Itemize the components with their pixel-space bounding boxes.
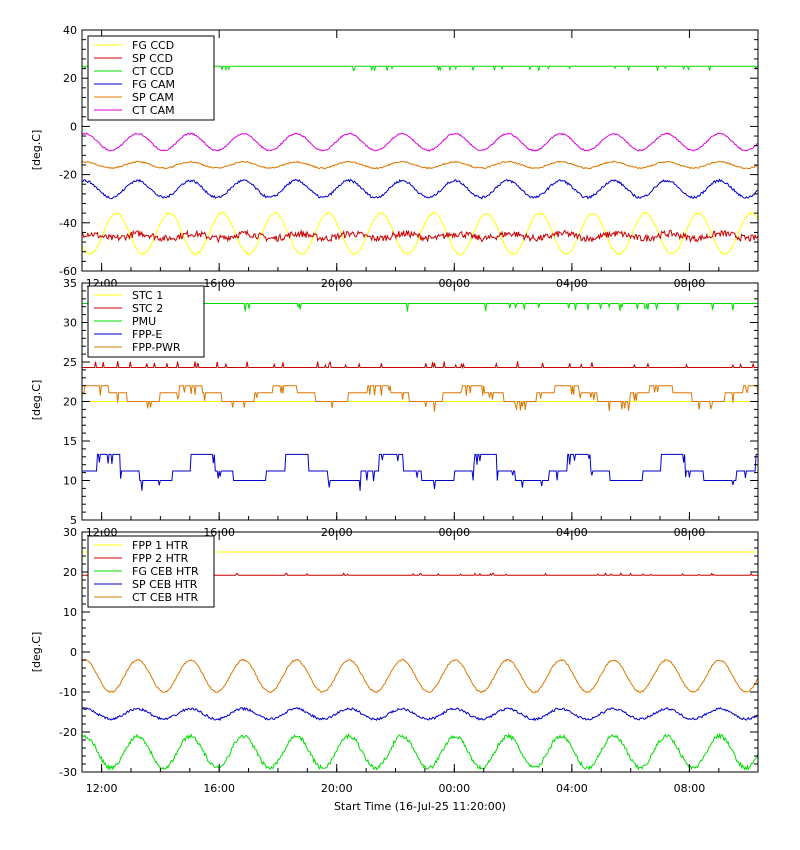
panel-heaters: -30 -20 -10 0 10 20 30 12:00 16:00 20:00 00:00 04:0… — [30, 526, 759, 795]
x-tick-label: 16:00 — [203, 782, 235, 795]
y-tick-label: -20 — [59, 169, 77, 182]
y-tick-label: 20 — [63, 396, 77, 409]
series-line-3 — [81, 732, 759, 772]
series-line-4 — [81, 706, 759, 722]
x-tick-label: 20:00 — [321, 782, 353, 795]
y-tick-label: 20 — [63, 566, 77, 579]
legend-label: CT CAM — [132, 104, 175, 117]
legend-label: SP CEB HTR — [132, 578, 198, 591]
panel1-frame — [81, 29, 759, 272]
y-tick-label: -60 — [59, 265, 77, 278]
x-tick-label: 00:00 — [438, 782, 470, 795]
y-tick-label: 30 — [63, 526, 77, 539]
legend-box — [87, 35, 215, 121]
y-tick-label: 10 — [63, 475, 77, 488]
legend-label: STC 2 — [132, 302, 163, 315]
series-line-5 — [82, 385, 759, 412]
y-tick-label: 35 — [63, 277, 77, 290]
x-tick-label: 04:00 — [556, 782, 588, 795]
x-axis-title: Start Time (16-Jul-25 11:20:00) — [334, 800, 506, 813]
y-tick-label: -20 — [59, 726, 77, 739]
panel3-axes: -30 -20 -10 0 10 20 30 12:00 16:00 20:00 00:00 04:0… — [59, 526, 758, 795]
panel3-ylabel: [deg.C] — [30, 632, 43, 673]
legend-label: FG CAM — [132, 78, 175, 91]
y-tick-label: -10 — [59, 686, 77, 699]
legend-label: FPP 2 HTR — [132, 552, 189, 565]
x-tick-label: 12:00 — [86, 782, 118, 795]
series-line-2 — [81, 228, 759, 244]
legend-label: PMU — [132, 315, 156, 328]
x-tick-label: 08:00 — [674, 782, 706, 795]
y-tick-label: 30 — [63, 317, 77, 330]
y-tick-label: 10 — [63, 606, 77, 619]
panel2-ylabel: [deg.C] — [30, 380, 43, 421]
series-line-6 — [81, 132, 759, 152]
legend-label: FPP 1 HTR — [132, 539, 189, 552]
y-tick-label: 0 — [70, 120, 77, 133]
series-line-4 — [81, 178, 759, 200]
series-line-2 — [82, 360, 758, 370]
panel1-ylabel: [deg.C] — [30, 130, 43, 171]
legend-label: SP CAM — [132, 91, 174, 104]
series-line-5 — [81, 160, 759, 170]
y-tick-label: 5 — [70, 514, 77, 527]
panel2-lines — [82, 303, 759, 491]
legend-label: SP CCD — [132, 52, 173, 65]
y-tick-label: 0 — [70, 646, 77, 659]
series-line-5 — [81, 658, 759, 694]
y-tick-label: 40 — [63, 24, 77, 37]
legend-label: FG CEB HTR — [132, 565, 199, 578]
legend-label: STC 1 — [132, 289, 163, 302]
y-tick-label: -40 — [59, 217, 77, 230]
legend-label: CT CCD — [132, 65, 174, 78]
series-line-4 — [82, 453, 758, 491]
y-tick-label: 15 — [63, 435, 77, 448]
legend-label: FG CCD — [132, 39, 174, 52]
y-tick-label: 25 — [63, 356, 77, 369]
legend-label: FPP-E — [132, 328, 162, 341]
y-tick-label: 20 — [63, 72, 77, 85]
legend-label: FPP-PWR — [132, 341, 181, 354]
legend-label: CT CEB HTR — [132, 591, 199, 604]
y-tick-label: -30 — [59, 766, 77, 779]
